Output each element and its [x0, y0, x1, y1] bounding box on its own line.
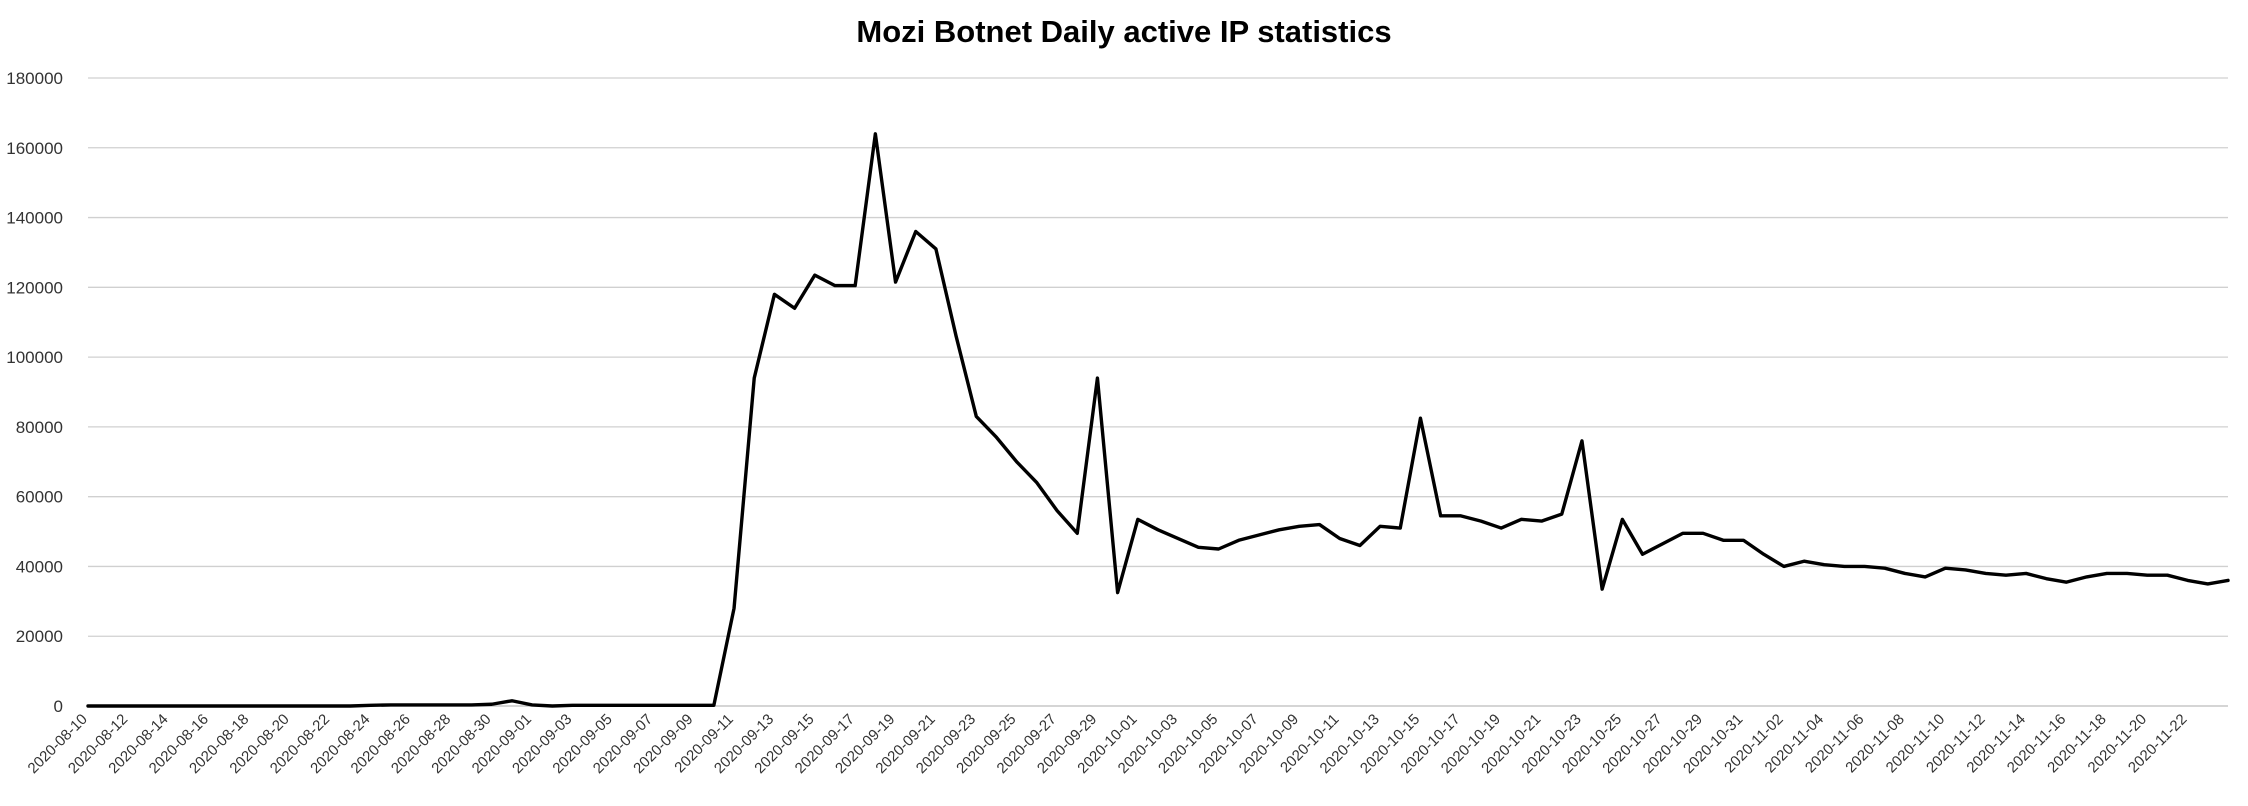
y-tick-label: 20000: [16, 627, 63, 646]
chart-title: Mozi Botnet Daily active IP statistics: [856, 14, 1391, 49]
x-axis-ticks: 2020-08-102020-08-122020-08-142020-08-16…: [25, 711, 2191, 777]
y-tick-label: 80000: [16, 418, 63, 437]
y-axis-ticks: 0 20000 40000 60000 80000 100000 120000 140000 1…: [6, 69, 63, 716]
y-tick-label: 140000: [6, 209, 63, 228]
y-tick-label: 180000: [6, 69, 63, 88]
series-line: [86, 132, 2230, 708]
y-tick-label: 120000: [6, 278, 63, 297]
gridlines: [88, 77, 2228, 707]
series-layer: [86, 132, 2230, 708]
y-tick-label: 40000: [16, 557, 63, 576]
y-tick-label: 100000: [6, 348, 63, 367]
y-tick-label: 160000: [6, 139, 63, 158]
y-tick-label: 0: [54, 697, 63, 716]
y-tick-label: 60000: [16, 488, 63, 507]
